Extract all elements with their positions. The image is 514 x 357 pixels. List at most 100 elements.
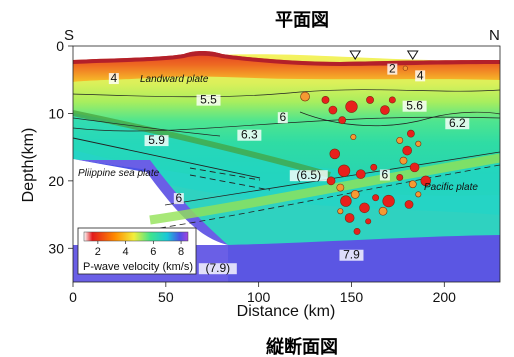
- earthquake-hypocenter: [402, 145, 412, 156]
- contour-label: 6.3: [241, 128, 258, 142]
- earthquake-hypocenter: [355, 169, 366, 179]
- contour-5-9: [73, 117, 221, 137]
- pacific-mantle: [228, 235, 500, 282]
- y-tick-label: 0: [56, 38, 64, 54]
- contour-label-bg: [289, 170, 328, 182]
- pacific-plate-label: Pacific plate: [424, 182, 478, 193]
- philippine-plate-label: Pliippine sea plate: [78, 168, 160, 179]
- colorbar-ticks: 2 4 6 8: [95, 241, 184, 258]
- contour-label: 5.9: [148, 133, 165, 147]
- earthquake-hypocenter: [344, 213, 355, 223]
- unresolved-region: [73, 159, 228, 245]
- y-axis: 0 10 20 30: [48, 38, 73, 256]
- y-tick-label: 20: [48, 173, 64, 189]
- contour-label-bg: [339, 249, 364, 261]
- x-tick-label: 200: [433, 289, 457, 305]
- topographic-top: [73, 51, 500, 66]
- earthquake-hypocenter: [382, 194, 395, 208]
- x-tick-label: 50: [158, 289, 174, 305]
- earthquake-hypocenter: [328, 105, 338, 115]
- colorbar-legend: 2 4 6 8 P-wave velocity (km/s): [77, 227, 197, 275]
- earthquake-hypocenter: [372, 194, 380, 202]
- contour-label-bg: [144, 135, 169, 147]
- philippine-plate-band: [73, 110, 331, 178]
- contour-label-bg: [415, 70, 426, 82]
- earthquake-hypocenter: [350, 134, 357, 141]
- stations: [349, 50, 419, 60]
- contour-5-5: [73, 89, 500, 98]
- north-label: N: [489, 27, 500, 44]
- x-tick-label: 150: [340, 289, 364, 305]
- contour-label: 5.6: [406, 99, 423, 113]
- y-axis-label: Depth(km): [20, 128, 37, 203]
- station-marker: [349, 50, 362, 60]
- earthquake-hypocenter: [402, 65, 408, 71]
- contour-label: 2: [389, 62, 396, 76]
- earthquake-hypocenter: [365, 218, 372, 225]
- earthquake-hypocenter: [388, 96, 396, 104]
- earthquake-hypocenter: [366, 96, 374, 104]
- philippine-slab-top: [73, 137, 261, 179]
- earthquake-hypocenter: [378, 206, 388, 216]
- contour-label: 4: [417, 68, 424, 82]
- contour-label-bg: [108, 73, 119, 85]
- y-tick-label: 30: [48, 240, 64, 256]
- colorbar-label: P-wave velocity (km/s): [83, 261, 193, 273]
- earthquake-hypocenter: [353, 227, 361, 235]
- earthquake-hypocenter: [329, 148, 341, 160]
- earthquake-hypocenter: [345, 100, 358, 113]
- philippine-sea-wedge: [73, 159, 148, 172]
- earthquake-hypocenter: [415, 140, 422, 147]
- earthquake-hypocenter: [337, 164, 351, 177]
- contour-6-2: [299, 111, 500, 127]
- earthquake-hypocenter: [350, 189, 360, 199]
- contour-label-bg: [379, 169, 390, 181]
- x-axis: 0 50 100 150 200: [69, 282, 456, 305]
- contour-label: 6: [279, 110, 286, 124]
- earthquake-hypocenter: [420, 175, 431, 187]
- colorbar-tick-label: 2: [95, 246, 101, 258]
- contour-label-bg: [402, 100, 427, 112]
- contour-label: 4: [110, 71, 117, 85]
- earthquake-hypocenter: [415, 191, 422, 198]
- plot-frame: [72, 45, 501, 283]
- contour-label: (7.9): [205, 261, 230, 275]
- earthquake-hypocenter: [359, 202, 370, 214]
- cross-section-title: 縦断面図: [266, 336, 338, 357]
- contour-label-bg: [277, 112, 288, 124]
- earthquake-hypocenter: [396, 174, 404, 181]
- earthquake-hypocenter: [340, 195, 352, 207]
- earthquake-hypocenter: [321, 96, 330, 104]
- pacific-plate-band: [149, 153, 500, 225]
- contour-label: (6.5): [296, 168, 321, 182]
- contour-label-bg: [387, 63, 398, 75]
- pacific-slab-dashed: [159, 164, 500, 229]
- plan-view-title: 平面図: [275, 10, 329, 31]
- earthquake-hypocenter: [396, 136, 404, 144]
- philippine-slab-dashed-2: [189, 174, 271, 191]
- colorbar-tick-label: 6: [150, 246, 156, 258]
- contour-labels: 4 5.5 5.9 6 6 6.3 2 4 5.6 6.2 (6.5) 6 7.9 (7.9): [108, 62, 470, 275]
- contour-label-bg: [196, 94, 221, 106]
- colorbar-tick-label: 4: [123, 246, 129, 258]
- station-marker: [406, 50, 419, 60]
- colorbar-tick-label: 8: [178, 246, 184, 258]
- landward-plate-label: Landward plate: [140, 74, 209, 85]
- contour-label-bg: [237, 129, 262, 141]
- south-label: S: [64, 27, 74, 44]
- earthquake-hypocenter: [300, 91, 310, 102]
- x-tick-label: 0: [69, 289, 77, 305]
- contour-label: 5.5: [200, 93, 217, 107]
- contour-6: [73, 116, 500, 132]
- earthquake-hypocenter: [337, 208, 344, 215]
- x-axis-label: Distance (km): [237, 303, 336, 320]
- earthquake-hypocenter: [370, 163, 378, 171]
- contour-label: 7.9: [343, 248, 360, 262]
- contour-label-bg: [173, 193, 184, 205]
- contour-label: 6: [382, 167, 389, 181]
- contour-label: 6: [175, 191, 182, 205]
- contour-label-bg: [198, 263, 237, 275]
- hypocenters: [300, 65, 431, 235]
- colorbar-gradient: [83, 231, 189, 242]
